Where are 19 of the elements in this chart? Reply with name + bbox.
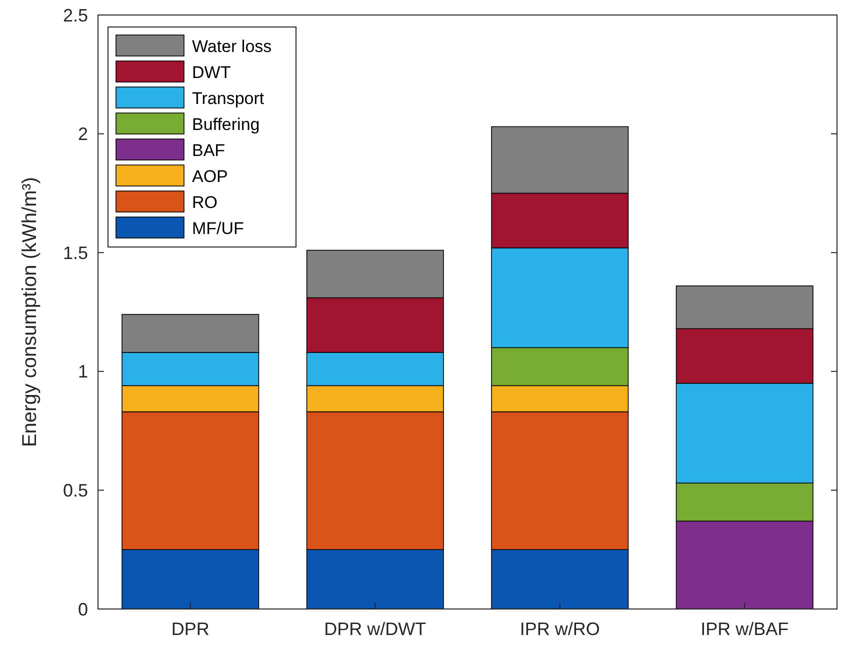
legend-label: Transport	[192, 88, 264, 108]
y-tick-label: 1.5	[62, 242, 88, 263]
y-axis-title: Energy consumption (kWh/m³)	[19, 176, 41, 448]
legend-label: BAF	[192, 140, 226, 160]
legend-label: MF/UF	[192, 218, 244, 238]
legend-label: AOP	[192, 166, 228, 186]
x-tick-label: DPR w/DWT	[324, 619, 426, 639]
x-tick-label: DPR	[171, 619, 210, 639]
y-tick-label: 0	[78, 599, 88, 620]
y-tick-label: 1	[78, 362, 88, 382]
x-tick-label: IPR w/RO	[520, 619, 600, 639]
y-tick-label: 2	[78, 124, 88, 144]
legend-label: Water loss	[192, 36, 272, 56]
y-tick-label: 0.5	[62, 480, 88, 500]
legend-label: RO	[192, 192, 218, 212]
y-tick-label: 2.5	[62, 5, 88, 26]
x-tick-label: IPR w/BAF	[700, 619, 789, 639]
legend-label: Buffering	[192, 114, 260, 134]
legend-label: DWT	[192, 62, 231, 82]
